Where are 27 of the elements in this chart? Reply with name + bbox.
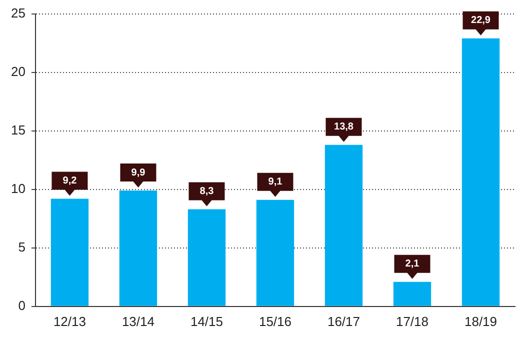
y-tick-label: 25 [10,5,26,20]
data-label: 22,9 [471,15,491,26]
y-tick-label: 10 [10,180,26,196]
data-label: 9,2 [62,175,78,186]
y-tick-label: 20 [10,64,26,79]
bar [324,144,363,306]
x-tick-label: 18/19 [464,314,498,329]
data-label: 9,1 [268,176,283,188]
x-tick-label: 12/13 [53,314,86,329]
x-tick-label: 15/16 [258,314,292,329]
x-tick-label: 17/18 [396,314,429,329]
bar [119,190,158,306]
data-label: 13,8 [334,122,354,133]
data-label: 2,1 [405,258,420,270]
y-tick-label: 15 [10,122,26,138]
bar [50,198,89,306]
x-tick-label: 13/14 [122,314,154,329]
bar [188,209,226,306]
x-tick-label: 14/15 [190,314,223,329]
bar [256,200,294,306]
x-tick-label: 16/17 [327,314,360,329]
y-tick-label: 5 [18,239,26,254]
y-tick-label: 0 [18,298,26,313]
bar [393,282,432,306]
data-label: 9,9 [131,167,146,178]
data-label: 8,3 [200,186,214,198]
bar [462,38,500,306]
